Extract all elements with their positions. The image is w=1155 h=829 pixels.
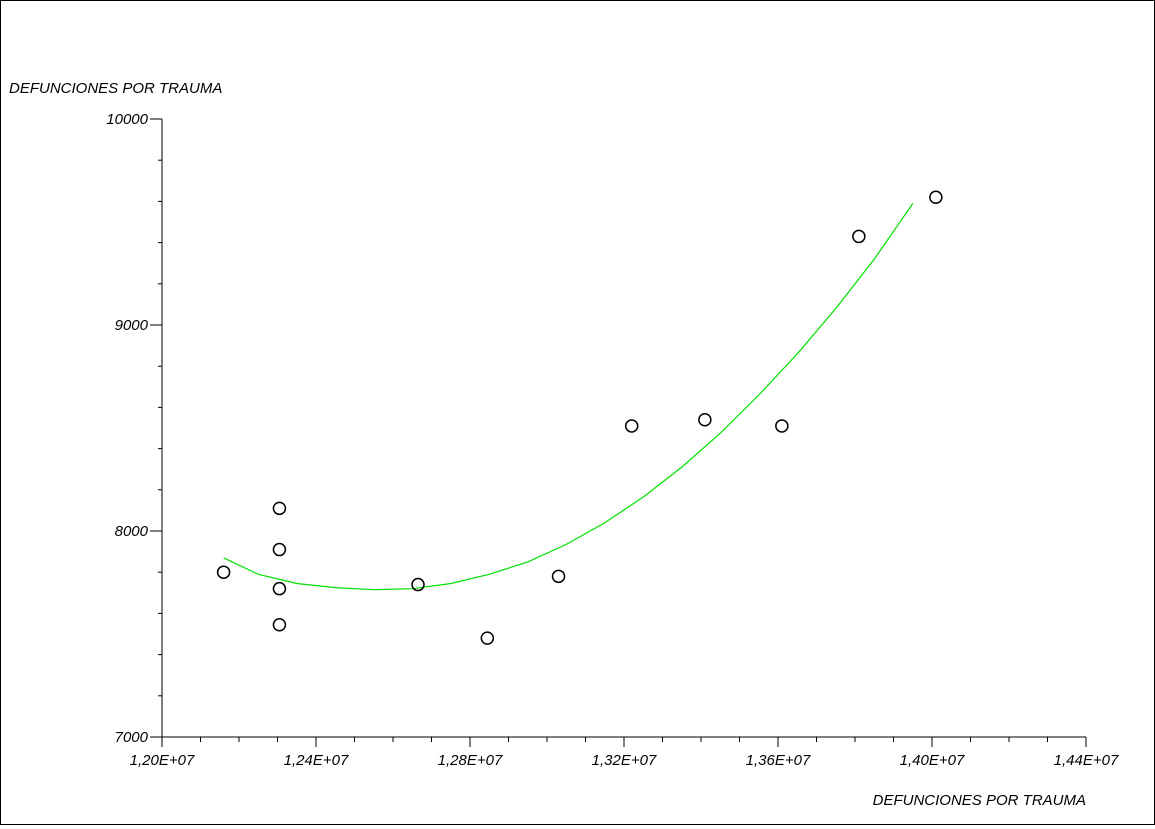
- axes: [161, 119, 1086, 738]
- data-point: [272, 617, 287, 632]
- y-tick-label: 9000: [115, 317, 149, 334]
- x-tick-label: 1,44E+07: [1054, 752, 1119, 769]
- data-point: [929, 190, 943, 205]
- y-tick-label: 8000: [115, 523, 149, 540]
- x-axis-label: DEFUNCIONES POR TRAUMA: [873, 792, 1086, 809]
- y-axis-label: DEFUNCIONES POR TRAUMA: [9, 80, 222, 97]
- x-tick-label: 1,28E+07: [438, 752, 503, 769]
- points-group: [216, 190, 943, 645]
- data-point: [272, 581, 287, 596]
- ticks: 7000 8000 9000 10000 1,20E+07 1,24E+07 1,28E+0…: [106, 111, 1119, 769]
- data-point: [852, 229, 866, 244]
- x-tick-label: 1,20E+07: [130, 752, 195, 769]
- data-point: [551, 569, 566, 584]
- data-point: [272, 501, 287, 516]
- data-point: [624, 419, 639, 433]
- y-tick-label: 7000: [115, 729, 149, 746]
- x-tick-label: 1,36E+07: [746, 752, 811, 769]
- data-point: [272, 542, 287, 557]
- data-point: [775, 419, 789, 433]
- x-tick-label: 1,40E+07: [900, 752, 965, 769]
- x-tick-label: 1,32E+07: [592, 752, 657, 769]
- data-point: [698, 413, 712, 427]
- data-point: [480, 631, 495, 645]
- fit-line-group: [223, 203, 914, 591]
- fit-curve: [223, 203, 914, 591]
- data-point: [216, 565, 231, 579]
- data-point: [411, 577, 425, 592]
- y-tick-label: 10000: [106, 111, 148, 128]
- x-tick-label: 1,24E+07: [284, 752, 349, 769]
